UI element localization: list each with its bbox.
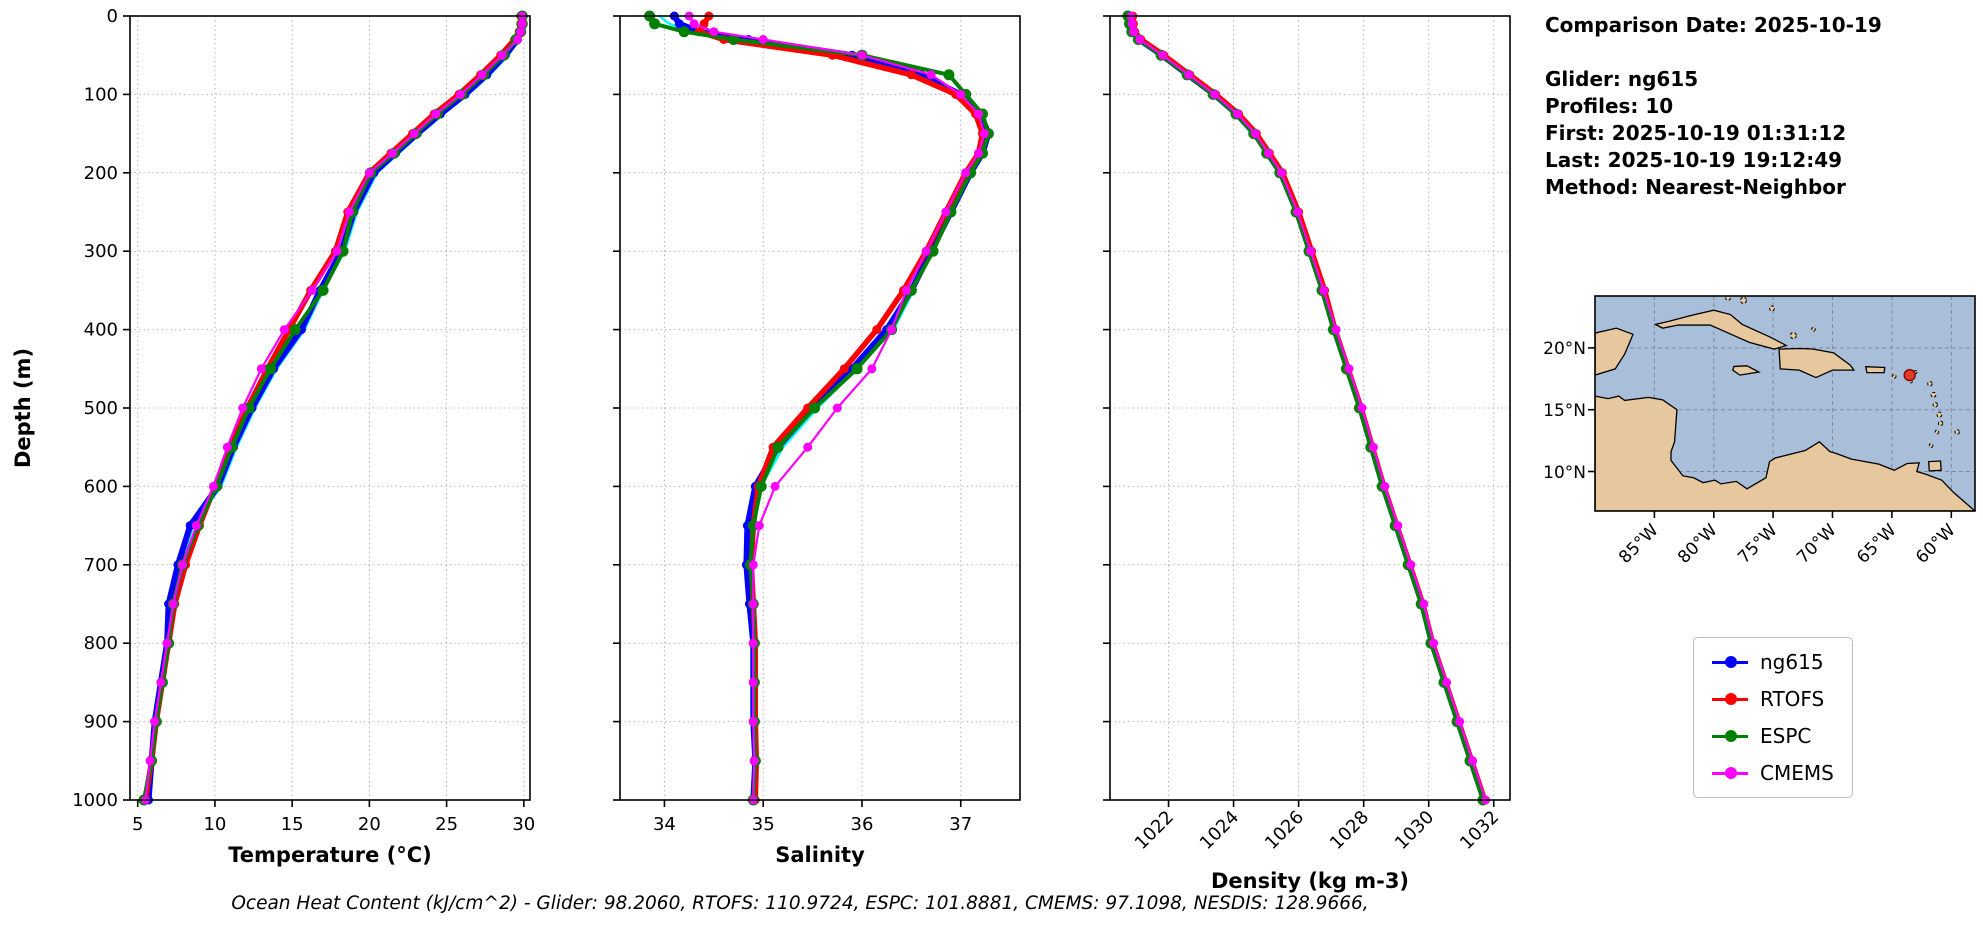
map-lon-label-70w: 70°W	[1793, 520, 1840, 567]
svg-text:1030: 1030	[1391, 807, 1438, 854]
svg-text:25: 25	[435, 814, 458, 835]
svg-text:1032: 1032	[1456, 807, 1503, 854]
legend-line-cmems	[1712, 767, 1748, 779]
map-lon-label-65w: 65°W	[1853, 520, 1900, 567]
bahamas	[1726, 296, 1816, 338]
island-hispaniola	[1779, 349, 1854, 378]
markers-ESPC	[1122, 10, 1489, 806]
series-ng615	[671, 13, 992, 803]
legend-item-cmems: CMEMS	[1712, 761, 1834, 785]
map-inset: 20°N 15°N 10°N 85°W 80°W 75°W 70°W 65°W …	[1540, 288, 1983, 592]
legend-item-ng615: ng615	[1712, 650, 1834, 674]
svg-text:1026: 1026	[1261, 807, 1308, 854]
legend-line-espc	[1712, 730, 1748, 742]
xlabel-salinity: Salinity	[775, 843, 865, 867]
landmass-yucatan	[1595, 328, 1633, 375]
island-trinidad	[1929, 461, 1941, 471]
profile-count: Profiles: 10	[1545, 94, 1674, 118]
markers-CMEMS	[140, 11, 527, 805]
svg-text:800: 800	[84, 633, 118, 654]
xlabel-density: Density (kg m-3)	[1211, 869, 1409, 893]
map-frame	[1594, 295, 1976, 512]
map-lon-label-80w: 80°W	[1674, 520, 1721, 567]
svg-text:37: 37	[949, 814, 972, 835]
legend-label-rtofs: RTOFS	[1760, 687, 1825, 711]
svg-text:15: 15	[281, 814, 304, 835]
legend-item-espc: ESPC	[1712, 724, 1834, 748]
markers-CMEMS	[684, 11, 989, 805]
island-puerto-rico	[1866, 367, 1885, 373]
series-glider-profiles	[658, 14, 987, 802]
comparison-method: Method: Nearest-Neighbor	[1545, 175, 1846, 199]
map-lat-label-10n: 10°N	[1543, 463, 1586, 483]
svg-text:1000: 1000	[72, 790, 118, 811]
comparison-date: Comparison Date: 2025-10-19	[1545, 13, 1882, 37]
markers-CMEMS	[1126, 11, 1491, 805]
markers-ng615	[1125, 11, 1489, 805]
map-land	[1595, 296, 1975, 511]
svg-text:36: 36	[851, 814, 874, 835]
legend-line-ng615	[1712, 656, 1748, 668]
svg-text:700: 700	[84, 555, 118, 576]
series-ng615	[145, 13, 526, 803]
map-lat-label-20n: 20°N	[1543, 339, 1586, 359]
panel-salinity: 34 35 36 37 Salinity	[613, 10, 1021, 867]
xlabel-temperature: Temperature (°C)	[228, 843, 431, 867]
svg-text:34: 34	[653, 814, 676, 835]
svg-text:5: 5	[132, 814, 143, 835]
legend-label-ng615: ng615	[1760, 650, 1824, 674]
panel-density: 1022 1024 1026 1028 1030 1032 Density (kg m-3)	[1103, 10, 1511, 893]
ylabel-depth: Depth (m)	[11, 348, 35, 468]
info-gap	[1545, 39, 1882, 66]
svg-text:200: 200	[84, 163, 118, 184]
svg-text:100: 100	[84, 84, 118, 105]
svg-text:10: 10	[203, 814, 226, 835]
map-lon-label-75w: 75°W	[1734, 520, 1781, 567]
legend-label-cmems: CMEMS	[1760, 761, 1834, 785]
markers-ng615	[144, 11, 527, 805]
legend-dot-espc	[1725, 730, 1737, 742]
map-lon-label-60w: 60°W	[1912, 520, 1959, 567]
last-profile-time: Last: 2025-10-19 19:12:49	[1545, 148, 1843, 172]
legend-line-rtofs	[1712, 693, 1748, 705]
map-lon-label-85w: 85°W	[1615, 520, 1662, 567]
first-profile-time: First: 2025-10-19 01:31:12	[1545, 121, 1847, 145]
legend-item-rtofs: RTOFS	[1712, 687, 1834, 711]
glider-location-marker	[1903, 368, 1916, 382]
svg-text:300: 300	[84, 241, 118, 262]
map-ticks	[1588, 347, 1953, 518]
svg-text:35: 35	[752, 814, 775, 835]
svg-text:20: 20	[358, 814, 381, 835]
svg-text:0: 0	[107, 6, 118, 27]
svg-text:900: 900	[84, 712, 118, 733]
legend-label-espc: ESPC	[1760, 724, 1812, 748]
svg-text:500: 500	[84, 398, 118, 419]
map-lat-label-15n: 15°N	[1543, 401, 1586, 421]
legend-dot-rtofs	[1725, 693, 1737, 705]
legend-dot-cmems	[1725, 767, 1737, 779]
glider-name: Glider: ng615	[1545, 67, 1699, 91]
panel-temperature: 5 10 15 20 25 3001002003004005006007008009001…	[72, 6, 535, 867]
svg-text:400: 400	[84, 320, 118, 341]
svg-text:1024: 1024	[1196, 807, 1243, 854]
ohc-footer: Ocean Heat Content (kJ/cm^2) - Glider: 9…	[231, 893, 1369, 914]
map-svg: 20°N 15°N 10°N 85°W 80°W 75°W 70°W 65°W …	[1543, 295, 1976, 568]
svg-text:1022: 1022	[1131, 807, 1178, 854]
svg-text:30: 30	[512, 814, 535, 835]
svg-text:1028: 1028	[1326, 807, 1373, 854]
landmass-central-south-america	[1595, 396, 1975, 511]
legend-dot-ng615	[1725, 656, 1737, 668]
island-cuba	[1656, 310, 1787, 349]
legend: ng615 RTOFS ESPC CMEMS	[1693, 637, 1853, 798]
island-jamaica	[1733, 366, 1759, 375]
info-panel: Comparison Date: 2025-10-19 Glider: ng61…	[1545, 12, 1882, 201]
svg-text:600: 600	[84, 476, 118, 497]
